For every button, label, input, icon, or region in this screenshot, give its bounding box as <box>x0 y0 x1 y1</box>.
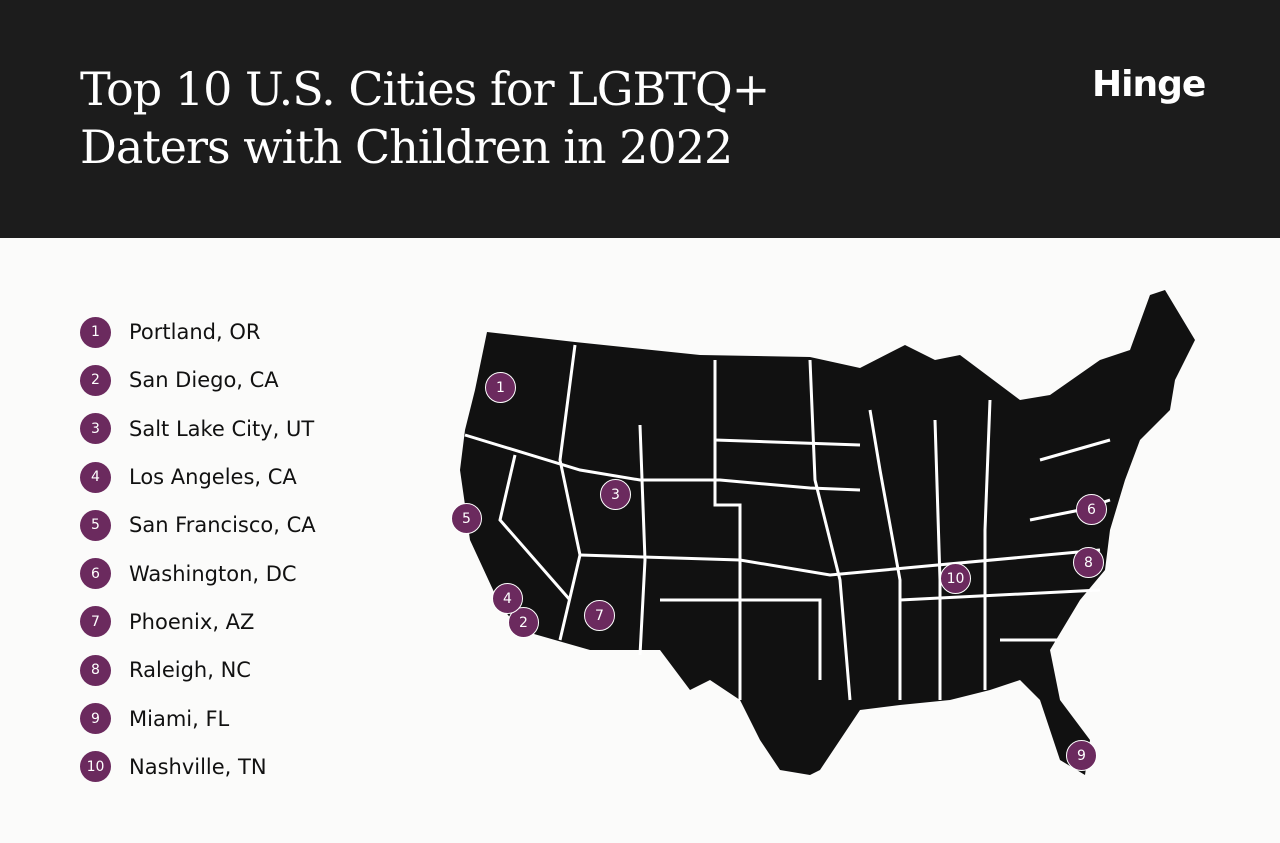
rank-badge: 2 <box>80 364 111 396</box>
list-item: 4 Los Angeles, CA <box>80 453 316 501</box>
state-borders <box>464 344 1111 701</box>
map-marker-9: 9 <box>1066 740 1097 771</box>
rank-badge: 3 <box>80 413 111 445</box>
list-item: 5 San Francisco, CA <box>80 501 316 549</box>
rank-badge: 6 <box>80 558 111 590</box>
map-marker-3: 3 <box>600 479 631 510</box>
hinge-logo: Hinge <box>1092 64 1206 105</box>
city-name: Raleigh, NC <box>129 658 251 683</box>
map-marker-8: 8 <box>1073 547 1104 578</box>
list-item: 2 San Diego, CA <box>80 356 316 404</box>
city-name: Miami, FL <box>129 706 230 731</box>
rank-badge: 9 <box>80 703 111 735</box>
city-name: San Diego, CA <box>129 368 279 393</box>
rank-badge: 8 <box>80 654 111 686</box>
list-item: 1 Portland, OR <box>80 308 316 356</box>
city-name: Nashville, TN <box>129 754 267 779</box>
list-item: 3 Salt Lake City, UT <box>80 405 316 453</box>
list-item: 7 Phoenix, AZ <box>80 598 316 646</box>
city-name: Salt Lake City, UT <box>129 416 315 441</box>
list-item: 9 Miami, FL <box>80 694 316 742</box>
city-ranking-list: 1 Portland, OR 2 San Diego, CA 3 Salt Lake … <box>80 308 316 791</box>
rank-badge: 7 <box>80 606 111 638</box>
rank-badge: 1 <box>80 316 111 348</box>
rank-badge: 5 <box>80 509 111 541</box>
map-marker-7: 7 <box>584 600 615 631</box>
list-item: 8 Raleigh, NC <box>80 646 316 694</box>
map-marker-10: 10 <box>940 563 971 594</box>
map-marker-4: 4 <box>492 583 523 614</box>
rank-badge: 10 <box>80 751 111 783</box>
city-name: San Francisco, CA <box>129 513 316 538</box>
rank-badge: 4 <box>80 461 111 493</box>
city-name: Portland, OR <box>129 320 261 345</box>
map-marker-5: 5 <box>451 503 482 534</box>
city-name: Washington, DC <box>129 561 297 586</box>
map-marker-6: 6 <box>1076 494 1107 525</box>
header: Top 10 U.S. Cities for LGBTQ+ Daters wit… <box>0 0 1280 238</box>
list-item: 10 Nashville, TN <box>80 743 316 791</box>
map-marker-2: 2 <box>508 607 539 638</box>
city-name: Phoenix, AZ <box>129 609 255 634</box>
page-title: Top 10 U.S. Cities for LGBTQ+ Daters wit… <box>80 62 770 174</box>
list-item: 6 Washington, DC <box>80 549 316 597</box>
city-name: Los Angeles, CA <box>129 465 297 490</box>
map-marker-1: 1 <box>485 372 516 403</box>
